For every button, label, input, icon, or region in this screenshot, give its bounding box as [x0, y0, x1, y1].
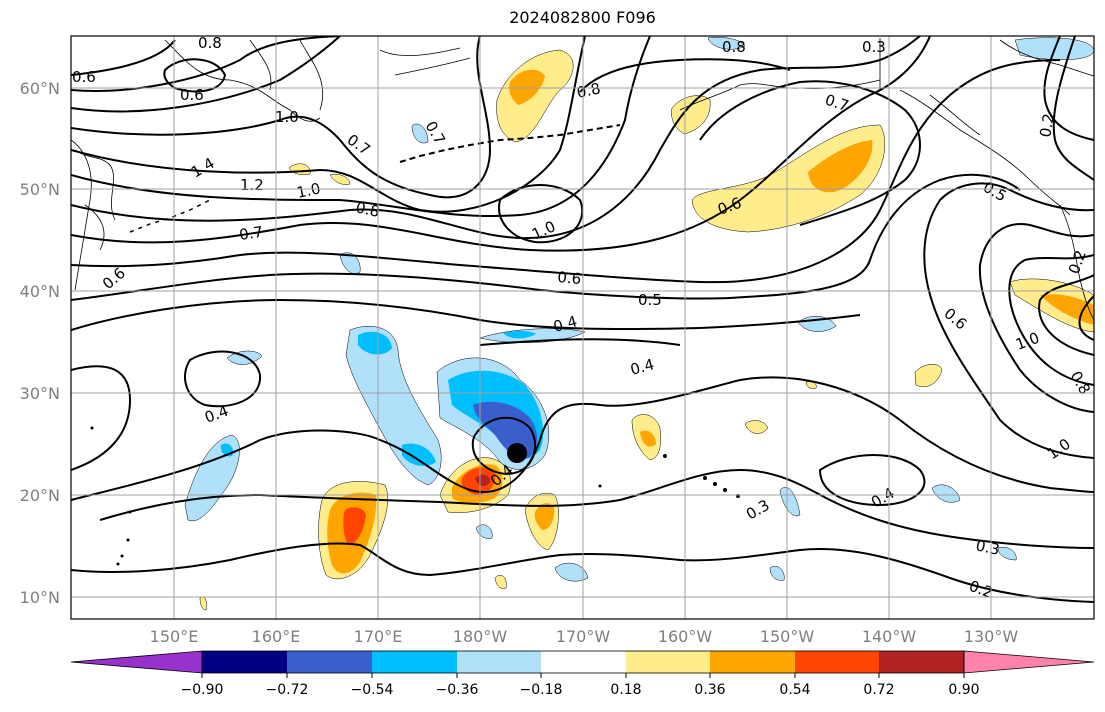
- lon-tick-label: 180°W: [453, 627, 508, 646]
- colorbar-swatch: [626, 651, 710, 673]
- shade-light-yellow: [914, 364, 943, 388]
- shade-orange: [640, 430, 656, 447]
- shade-sky-blue: [358, 331, 392, 355]
- contour-label: 0.5: [638, 291, 662, 309]
- contour-label: 0.4: [551, 312, 579, 336]
- colorbar-tick-label: −0.36: [436, 682, 479, 698]
- shade-light-blue: [339, 252, 361, 274]
- lon-tick-label: 140°W: [862, 627, 917, 646]
- colorbar-swatch: [372, 651, 457, 673]
- colorbar-tick-label: 0.36: [694, 682, 725, 698]
- lon-tick-label: 160°E: [252, 627, 301, 646]
- lat-tick-label: 10°N: [20, 588, 60, 607]
- lon-tick-label: 170°W: [556, 627, 611, 646]
- lon-tick-label: 150°E: [150, 627, 199, 646]
- contour-label: 0.7: [238, 223, 264, 244]
- shade-light-yellow: [496, 49, 574, 143]
- shade-light-blue: [554, 562, 589, 582]
- colorbar-swatch: [541, 651, 626, 673]
- lat-tick-label: 30°N: [20, 384, 60, 403]
- shade-sky-blue: [503, 330, 536, 339]
- lon-tick-label: 150°W: [760, 627, 815, 646]
- shade-light-yellow: [1009, 278, 1094, 333]
- colorbar-frame: [201, 650, 965, 674]
- contour-label: 0.3: [974, 536, 1001, 559]
- lat-axis: 60°N 50°N 40°N 30°N 20°N 10°N: [20, 79, 60, 607]
- colorbar-tick-label: −0.54: [351, 682, 394, 698]
- contour-label: 0.8: [198, 34, 222, 52]
- storm-center-marker: [507, 443, 527, 463]
- islands: [90, 124, 740, 566]
- contour-label: 1.0: [275, 108, 299, 126]
- shade-light-blue: [769, 565, 785, 581]
- contour-label: 0.8: [354, 198, 381, 221]
- shade-light-yellow: [744, 420, 769, 434]
- colorbar-swatch: [879, 651, 964, 673]
- contour-label: 0.4: [628, 355, 656, 379]
- contour-label: 1.2: [240, 176, 264, 194]
- shade-light-blue: [931, 484, 961, 503]
- shade-firebrick: [475, 474, 490, 487]
- shade-light-blue: [997, 547, 1017, 561]
- colorbar-swatch: [457, 651, 541, 673]
- colorbar-tick-label: 0.18: [610, 682, 641, 698]
- shade-light-yellow: [494, 575, 507, 589]
- colorbar-swatch: [710, 651, 795, 673]
- shade-orange: [509, 69, 545, 105]
- colorbar-swatch: [963, 650, 1095, 674]
- lon-axis: 150°E 160°E 170°E 180°W 170°W 160°W 150°…: [150, 627, 1019, 646]
- lat-tick-label: 60°N: [20, 79, 60, 98]
- colorbar-swatch: [287, 651, 372, 673]
- lat-tick-label: 40°N: [20, 282, 60, 301]
- map-frame: [70, 35, 1095, 620]
- shade-light-yellow: [329, 174, 351, 185]
- lon-tick-label: 160°W: [658, 627, 713, 646]
- colorbar-tick-label: 0.54: [779, 682, 810, 698]
- colorbar-swatch: [202, 651, 287, 673]
- shade-light-blue: [707, 37, 746, 50]
- contour-label: 0.2: [1036, 112, 1058, 139]
- lon-tick-label: 130°W: [964, 627, 1019, 646]
- shade-orange: [808, 140, 873, 193]
- contour-label: 0.8: [575, 79, 602, 102]
- contour-label: 0.6: [72, 68, 96, 86]
- colorbar-tick-label: 0.90: [948, 682, 979, 698]
- colorbar-ticks: [201, 673, 965, 678]
- lat-tick-label: 50°N: [20, 180, 60, 199]
- colorbar-swatch: [795, 651, 879, 673]
- shade-red-orange: [343, 507, 366, 545]
- contour-label: 1.0: [295, 179, 322, 202]
- colorbar-tick-label: −0.72: [266, 682, 309, 698]
- colorbar-swatch: [70, 650, 203, 674]
- shade-sky-blue: [402, 443, 436, 466]
- shade-light-blue: [411, 123, 429, 144]
- contour-label: 0.8: [722, 38, 746, 56]
- lon-tick-label: 170°E: [354, 627, 403, 646]
- gridlines: [71, 36, 1094, 619]
- contour-lines: [71, 36, 1094, 603]
- colorbar-tick-label: −0.90: [181, 682, 224, 698]
- contour-label: 0.6: [557, 268, 582, 288]
- colorbar-tick-label: −0.18: [520, 682, 563, 698]
- colorbar: −0.90 −0.72 −0.54 −0.36 −0.18 0.18 0.36 …: [70, 650, 1095, 698]
- shade-light-yellow: [671, 95, 711, 135]
- shade-light-yellow: [691, 124, 886, 233]
- map-title: 2024082800 F096: [509, 8, 656, 27]
- shade-orange: [534, 503, 555, 530]
- contour-label: 0.6: [180, 86, 204, 104]
- lat-tick-label: 20°N: [20, 486, 60, 505]
- colorbar-tick-label: 0.72: [863, 682, 894, 698]
- contour-label: 0.3: [862, 38, 886, 56]
